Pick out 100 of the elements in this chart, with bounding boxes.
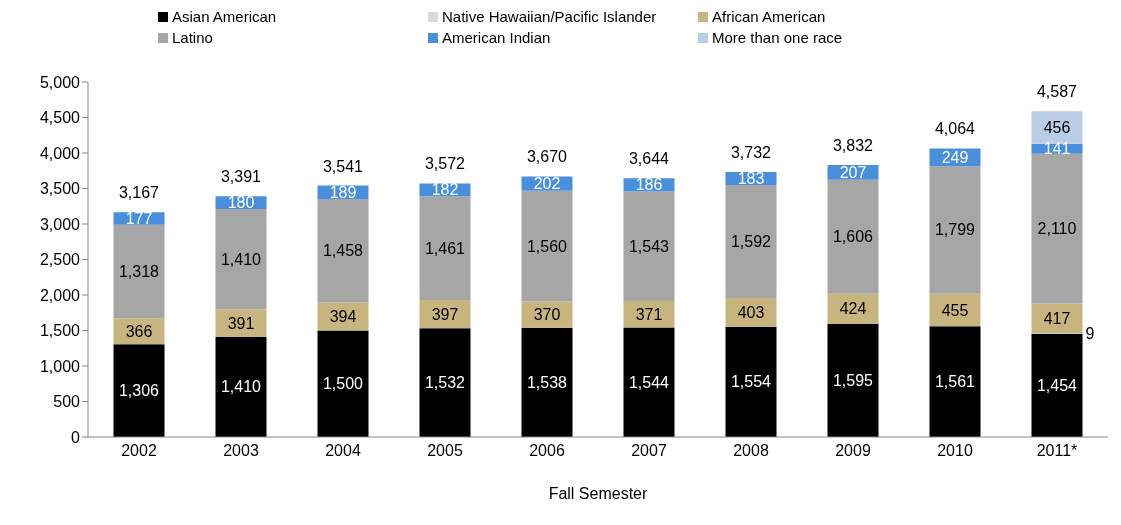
legend-label: African American bbox=[712, 8, 826, 25]
data-label: 417 bbox=[1043, 309, 1071, 327]
total-label: 3,167 bbox=[118, 184, 160, 202]
bar bbox=[623, 191, 675, 302]
data-label: 1,543 bbox=[628, 237, 670, 255]
data-label: 1,532 bbox=[424, 374, 466, 392]
bar bbox=[419, 328, 471, 437]
data-label: 456 bbox=[1043, 119, 1071, 137]
y-tick-label: 4,000 bbox=[39, 144, 81, 162]
data-label: 1,410 bbox=[220, 250, 262, 268]
bar bbox=[929, 166, 981, 294]
y-tick-label: 2,500 bbox=[39, 251, 81, 269]
y-tick-label: 1,000 bbox=[39, 357, 81, 375]
y-tick-label: 4,500 bbox=[39, 109, 81, 127]
data-label: 455 bbox=[941, 301, 969, 319]
x-tick-label: 2008 bbox=[733, 442, 769, 460]
legend-label: American Indian bbox=[442, 29, 551, 46]
y-tick-label: 1,500 bbox=[39, 322, 81, 340]
data-label: 177 bbox=[125, 209, 153, 227]
data-label: 1,306 bbox=[118, 382, 160, 400]
data-label: 186 bbox=[635, 176, 663, 194]
data-label: 1,461 bbox=[424, 239, 466, 257]
bar bbox=[521, 327, 573, 437]
data-label: 371 bbox=[635, 305, 663, 323]
data-label: 1,595 bbox=[832, 371, 874, 389]
legend-label: Asian American bbox=[172, 8, 277, 25]
data-label: 183 bbox=[737, 170, 765, 188]
total-label: 3,670 bbox=[526, 148, 568, 166]
data-label: 370 bbox=[533, 306, 561, 324]
bar bbox=[215, 209, 267, 310]
x-tick-label: 2011* bbox=[1036, 442, 1078, 460]
total-label: 3,644 bbox=[628, 150, 670, 168]
bar bbox=[419, 196, 471, 301]
legend-label: Native Hawaiian/Pacific Islander bbox=[442, 8, 657, 25]
bar bbox=[623, 327, 675, 437]
bar bbox=[1031, 303, 1083, 334]
bar bbox=[725, 185, 777, 299]
bar bbox=[1031, 333, 1083, 437]
total-label: 3,391 bbox=[220, 168, 262, 186]
bar bbox=[215, 336, 267, 437]
x-tick-label: 2004 bbox=[325, 442, 361, 460]
x-axis-title: Fall Semester bbox=[548, 485, 649, 502]
y-tick-label: 3,000 bbox=[39, 215, 81, 233]
total-label: 3,572 bbox=[424, 155, 466, 173]
data-label: 180 bbox=[227, 194, 255, 212]
data-label: 394 bbox=[329, 308, 357, 326]
data-label: 1,318 bbox=[118, 263, 160, 280]
data-label: 1,410 bbox=[220, 378, 262, 396]
x-tick-label: 2005 bbox=[427, 442, 463, 460]
bar bbox=[113, 224, 165, 319]
bar bbox=[317, 330, 369, 437]
legend-label: More than one race bbox=[712, 29, 843, 46]
data-label: 403 bbox=[737, 303, 765, 321]
x-tick-label: 2006 bbox=[529, 442, 565, 460]
y-tick-label: 3,500 bbox=[39, 180, 81, 198]
data-label: 1,454 bbox=[1036, 376, 1078, 394]
data-label: 397 bbox=[431, 305, 459, 323]
data-label: 366 bbox=[125, 322, 153, 340]
bar bbox=[521, 190, 573, 302]
data-label: 9 bbox=[1085, 324, 1095, 342]
data-label: 182 bbox=[431, 181, 459, 199]
total-label: 4,064 bbox=[934, 120, 976, 138]
x-tick-label: 2007 bbox=[631, 442, 667, 460]
data-label: 207 bbox=[839, 163, 867, 181]
bar bbox=[827, 179, 879, 294]
y-tick-label: 0 bbox=[71, 428, 81, 446]
data-label: 2,110 bbox=[1037, 220, 1077, 238]
data-label: 1,554 bbox=[730, 373, 772, 391]
y-tick-label: 5,000 bbox=[39, 73, 81, 91]
bar bbox=[113, 344, 165, 437]
bar bbox=[725, 326, 777, 437]
legend-label: Latino bbox=[172, 29, 213, 46]
x-tick-label: 2010 bbox=[937, 442, 973, 460]
data-label: 202 bbox=[533, 175, 561, 193]
total-label: 3,541 bbox=[322, 157, 364, 175]
data-label: 141 bbox=[1043, 140, 1071, 158]
x-tick-label: 2003 bbox=[223, 442, 259, 460]
bar bbox=[929, 326, 981, 437]
data-label: 1,561 bbox=[934, 373, 976, 391]
x-tick-label: 2009 bbox=[835, 442, 871, 460]
data-label: 391 bbox=[227, 314, 255, 332]
total-label: 3,732 bbox=[730, 144, 772, 162]
data-label: 189 bbox=[329, 183, 357, 201]
y-tick-label: 500 bbox=[53, 393, 81, 411]
data-label: 424 bbox=[839, 300, 867, 318]
bar bbox=[1031, 153, 1083, 304]
data-label: 1,458 bbox=[322, 242, 364, 260]
data-label: 1,500 bbox=[322, 375, 364, 393]
data-label: 1,544 bbox=[628, 373, 670, 391]
data-label: 1,538 bbox=[526, 373, 568, 391]
total-label: 4,587 bbox=[1036, 83, 1078, 101]
data-label: 1,592 bbox=[730, 233, 772, 251]
data-label: 1,606 bbox=[832, 228, 874, 246]
data-label: 249 bbox=[941, 148, 969, 166]
bar bbox=[317, 199, 369, 303]
data-label: 1,799 bbox=[934, 221, 976, 239]
y-tick-label: 2,000 bbox=[39, 286, 81, 304]
bar bbox=[827, 323, 879, 437]
data-label: 1,560 bbox=[526, 237, 568, 255]
x-tick-label: 2002 bbox=[121, 442, 157, 460]
